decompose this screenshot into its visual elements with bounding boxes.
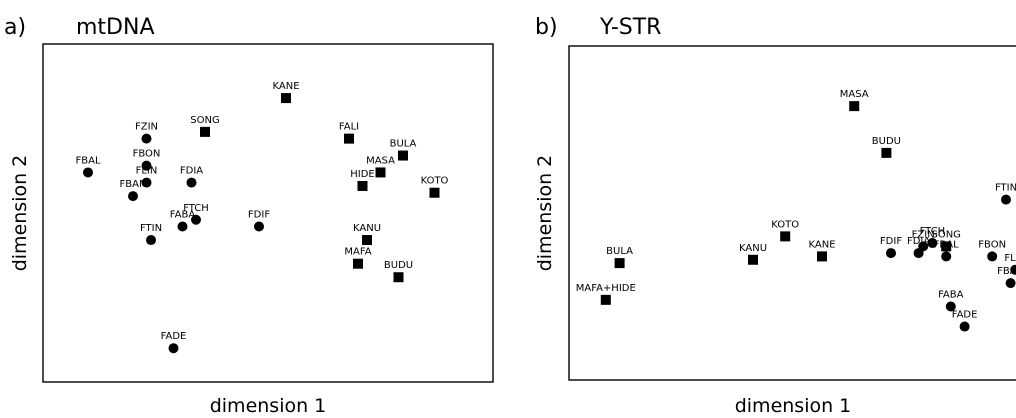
panel-b-point-label-ftin: FTIN [995, 183, 1016, 194]
panel-a-point-label-fbon: FBON [133, 149, 161, 160]
panel-b-y-axis-label: dimension 2 [534, 155, 556, 272]
panel-a-point-label-koto: KOTO [421, 176, 449, 187]
panel-a-point-label-hide: HIDE [350, 169, 375, 180]
panel-b-point-masa [849, 101, 860, 112]
panel-a-point-label-fade: FADE [161, 331, 187, 342]
panel-b-point-label-fade: FADE [952, 310, 978, 321]
panel-a-point-koto [429, 187, 440, 198]
panel-b-point-label-masa: MASA [840, 89, 869, 100]
panel-a-point-label-fbal: FBAL [75, 155, 100, 166]
panel-b-point-budu [881, 147, 892, 158]
panel-b-point-label-fban: FBAN [997, 266, 1016, 277]
panel-b-point-label-kane: KANE [808, 239, 835, 250]
panel-a-point-song [200, 126, 210, 137]
panel-b-point-bula [614, 258, 625, 269]
panel-a-point-flin [141, 177, 152, 188]
panel-a-point-ftch [191, 214, 201, 225]
panel-a-point-faba [177, 221, 188, 232]
panel-b-point-kanu [748, 254, 758, 265]
panel-a-point-budu [393, 272, 404, 283]
panel-b-point-fdia [913, 248, 924, 259]
panel-b-point-label-ftch: FTCH [920, 226, 946, 237]
panel-a-point-fbon [141, 160, 152, 171]
panel-b-point-label-fdif: FDIF [880, 236, 902, 247]
panel-a-point-label-fdif: FDIF [248, 210, 270, 221]
panel-a-x-axis-label: dimension 1 [210, 395, 327, 417]
panel-a-point-label-fzin: FZIN [135, 122, 158, 133]
panel-b-point-fdif [886, 248, 896, 259]
panel-a-plot-frame [42, 43, 494, 383]
panel-a-point-label-fdia: FDIA [180, 166, 203, 177]
panel-b-plot-frame [568, 45, 1016, 381]
panel-b-point-flin [1010, 264, 1016, 275]
panel-a-points: KANE SONG FALI BULA MASA HIDE KOTO KANU MAFA BUDU… [75, 81, 449, 354]
panel-b-point-fbal [941, 251, 952, 262]
panel-b-point-label-fdia: FDIA [907, 236, 930, 247]
panel-b-point-label-song: SONG [931, 229, 960, 240]
panel-a-point-mafa [353, 258, 363, 269]
panel-a-point-bula [398, 150, 408, 161]
panel-b-point-label-fbal: FBAL [934, 239, 959, 250]
panel-b-point-song [941, 241, 952, 252]
panel-b-point-ftin [1001, 194, 1011, 205]
panel-a-y-axis-label: dimension 2 [9, 155, 31, 272]
panel-b-points: MASA BUDU KOTO KANU KANE BULA MAFA+HIDE SONG FTI… [576, 89, 1016, 332]
panel-a-point-fbal [83, 167, 93, 178]
panel-b-point-label-mafa-hide: MAFA+HIDE [576, 283, 636, 294]
panel-b-point-label-faba: FABA [938, 290, 964, 301]
panel-a-point-fali [344, 133, 354, 144]
panel-a-point-label-fali: FALI [339, 122, 359, 133]
panel-b-letter: b) [535, 15, 558, 40]
panel-a-point-label-kanu: KANU [353, 223, 381, 234]
panel-b-point-label-budu: BUDU [872, 136, 901, 147]
panel-a-point-label-ftch: FTCH [183, 203, 209, 214]
panel-a-point-fade [168, 343, 179, 354]
panel-b-point-label-bula: BULA [606, 246, 633, 257]
panel-b-point-label-koto: KOTO [771, 219, 799, 230]
panel-b-point-fade [959, 321, 970, 332]
panel-b-point-fban [1005, 278, 1016, 289]
panel-b-point-faba [945, 301, 956, 312]
panel-b-point-ftch [927, 238, 938, 249]
panel-a-point-label-kane: KANE [272, 81, 299, 92]
panel-b-point-mafa-hide [600, 294, 611, 305]
panel-a-point-label-bula: BULA [390, 139, 417, 150]
panel-b-point-kane [817, 251, 827, 262]
panel-a-point-fdif [254, 221, 264, 232]
panel-a-letter: a) [4, 15, 26, 40]
panel-a-point-label-ftin: FTIN [140, 223, 162, 234]
panel-a-point-label-fban: FBAN [120, 179, 147, 190]
panel-a: a) mtDNA dimension 1 dimension 2 KANE SON… [4, 15, 494, 417]
panel-b: b) Y-STR dimension 1 dimension 2 MASA BUD… [534, 15, 1016, 417]
panel-b-x-axis-label: dimension 1 [735, 395, 852, 417]
panel-a-point-label-budu: BUDU [384, 260, 413, 271]
panel-a-point-label-masa: MASA [366, 155, 395, 166]
panel-a-point-label-mafa: MAFA [344, 247, 371, 258]
panel-b-point-label-flin: FLIN [1004, 253, 1016, 264]
panel-b-point-label-fbon: FBON [978, 239, 1006, 250]
panel-a-point-label-faba: FABA [170, 210, 196, 221]
panel-b-point-label-kanu: KANU [739, 243, 767, 254]
panel-a-point-ftin [146, 235, 156, 246]
panel-b-point-fbon [987, 251, 998, 262]
panel-b-point-koto [780, 231, 791, 242]
panel-a-point-kane [281, 93, 291, 104]
panel-a-point-fzin [141, 133, 152, 144]
panel-a-point-masa [375, 167, 386, 178]
panel-a-point-label-song: SONG [190, 115, 219, 126]
panel-b-title: Y-STR [599, 15, 661, 40]
panel-a-point-kanu [362, 235, 372, 246]
panel-a-point-fdia [186, 177, 197, 188]
panel-a-title: mtDNA [76, 15, 155, 40]
panel-a-point-hide [357, 180, 368, 191]
panel-a-point-fban [128, 191, 138, 202]
panel-b-point-label-fzin: FZIN [912, 229, 935, 240]
panel-a-point-label-flin: FLIN [136, 166, 158, 177]
